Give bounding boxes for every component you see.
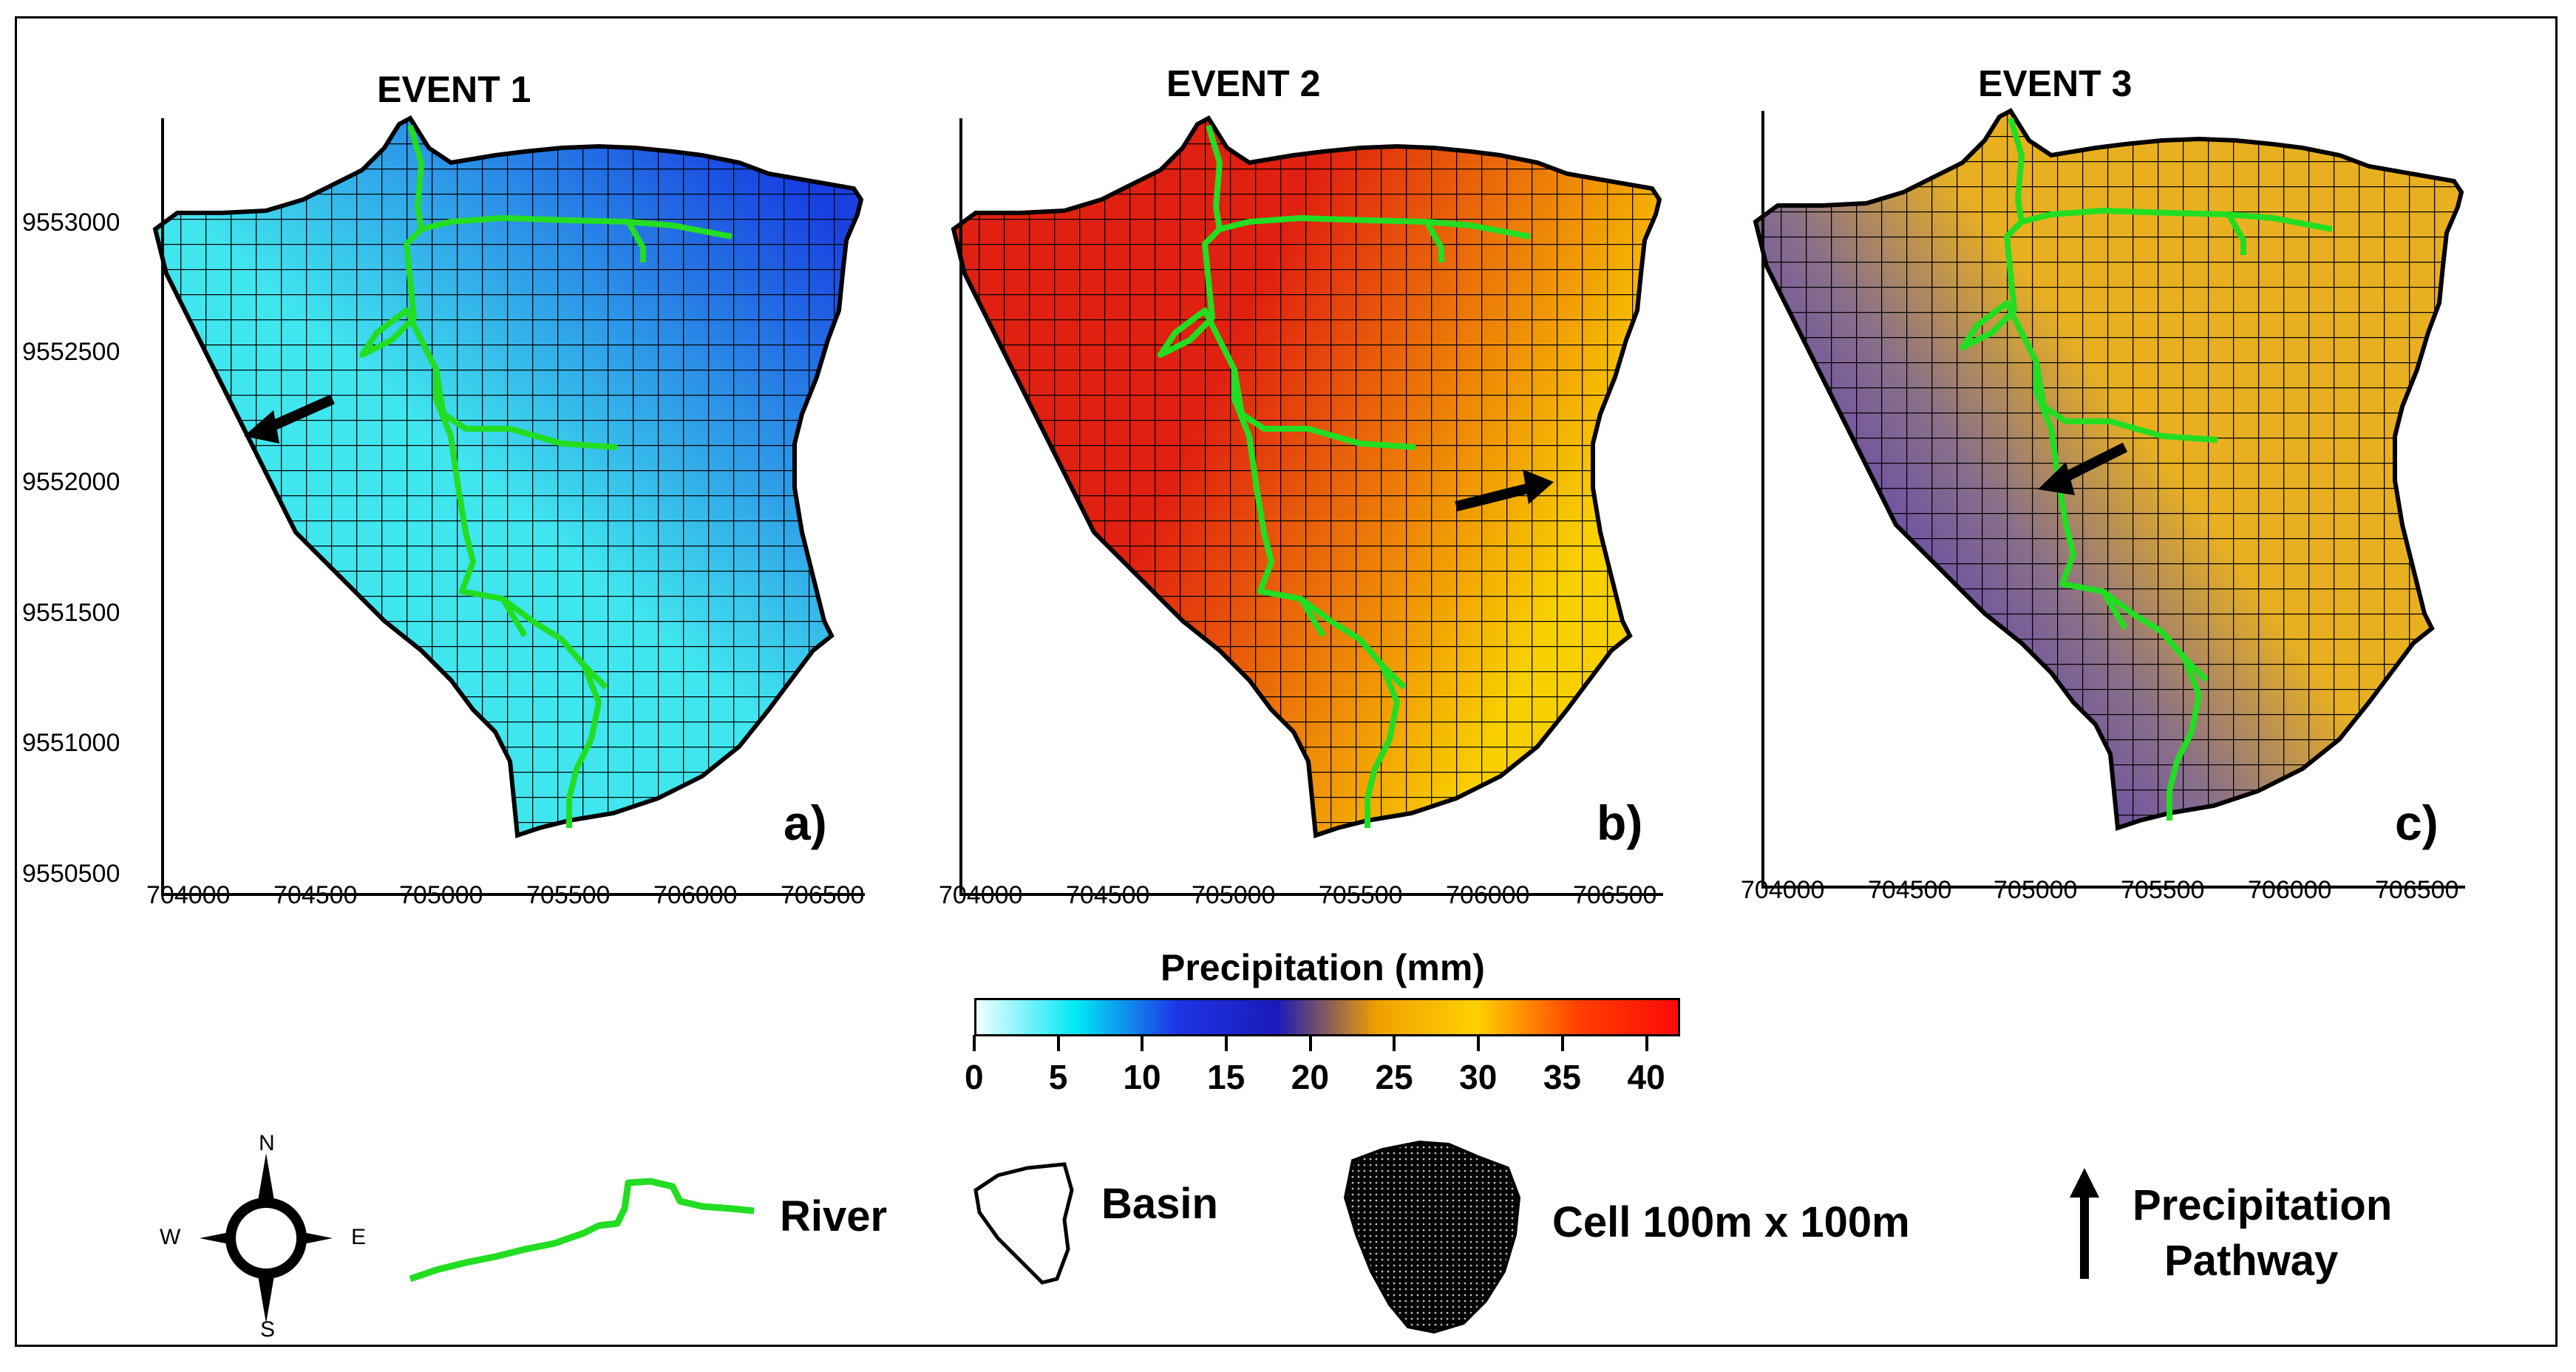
panel-label-a: a) — [784, 795, 827, 850]
compass-s: S — [260, 1317, 276, 1342]
x-tick-706000-a: 706000 — [653, 881, 738, 909]
x-tick-704000-b: 704000 — [939, 881, 1023, 909]
colorbar-tick-0: 0 — [965, 1058, 984, 1096]
colorbar-tickmark-5 — [1056, 1035, 1060, 1051]
colorbar-tick-10: 10 — [1123, 1058, 1161, 1096]
y-tick-9552500: 9552500 — [22, 338, 120, 366]
basin-legend-symbol — [973, 1162, 1074, 1285]
colorbar-tick-5: 5 — [1048, 1058, 1068, 1096]
river-b — [1158, 124, 1531, 828]
river-legend-symbol — [409, 1178, 755, 1283]
colorbar-tickmark-35 — [1560, 1035, 1564, 1051]
colorbar-tickmark-10 — [1141, 1035, 1144, 1051]
colorbar-tickmark-15 — [1225, 1035, 1228, 1051]
x-tick-706500-b: 706500 — [1573, 881, 1657, 909]
x-tick-705000-c: 705000 — [1994, 876, 2078, 904]
river-a — [359, 124, 733, 828]
x-tick-704000-a: 704000 — [146, 881, 231, 909]
pathway-legend-arrow — [2070, 1168, 2099, 1279]
legend-pathway-label-2: Pathway — [2164, 1237, 2339, 1285]
x-tick-704500-a: 704500 — [273, 881, 358, 909]
x-tick-706000-c: 706000 — [2248, 876, 2332, 904]
map-panel-b — [954, 118, 1663, 896]
pathway-arrow-b — [1455, 469, 1554, 512]
pathway-arrow-a — [244, 394, 335, 444]
panel-label-c: c) — [2395, 795, 2439, 850]
x-tick-704000-c: 704000 — [1741, 876, 1825, 904]
colorbar — [974, 998, 1680, 1036]
x-tick-705000-a: 705000 — [399, 881, 483, 909]
colorbar-tick-30: 30 — [1459, 1058, 1498, 1096]
colorbar-tick-20: 20 — [1291, 1058, 1329, 1096]
legend-cell-label: Cell 100m x 100m — [1552, 1198, 1910, 1246]
river-c — [1960, 117, 2333, 821]
colorbar-tick-40: 40 — [1627, 1058, 1665, 1096]
y-tick-9553000: 9553000 — [22, 208, 120, 237]
x-tick-705500-c: 705500 — [2121, 876, 2205, 904]
compass-rose — [200, 1153, 333, 1323]
colorbar-title: Precipitation (mm) — [1160, 947, 1485, 988]
panel-title-event-3: EVENT 3 — [1978, 63, 2132, 104]
colorbar-tick-35: 35 — [1543, 1058, 1581, 1096]
compass-n: N — [259, 1131, 275, 1155]
y-tick-9551000: 9551000 — [22, 729, 120, 757]
panel-title-event-1: EVENT 1 — [377, 69, 531, 110]
colorbar-tickmark-40 — [1645, 1035, 1648, 1051]
colorbar-tickmark-0 — [973, 1035, 976, 1051]
legend-river-label: River — [780, 1192, 888, 1240]
x-tick-704500-c: 704500 — [1868, 876, 1952, 904]
panel-label-b: b) — [1597, 795, 1643, 850]
legend-pathway-label-1: Precipitation — [2132, 1181, 2393, 1229]
pathway-arrow-c — [2038, 442, 2128, 495]
map-panel-a — [155, 118, 865, 896]
x-tick-705500-b: 705500 — [1319, 881, 1403, 909]
colorbar-tick-25: 25 — [1375, 1058, 1413, 1096]
x-tick-706500-a: 706500 — [781, 881, 865, 909]
colorbar-tickmark-20 — [1308, 1035, 1312, 1051]
x-tick-706500-c: 706500 — [2375, 876, 2459, 904]
y-tick-9552000: 9552000 — [22, 468, 120, 496]
compass-w: W — [160, 1225, 181, 1249]
legend-basin-label: Basin — [1101, 1180, 1218, 1228]
colorbar-tickmark-30 — [1477, 1035, 1481, 1051]
colorbar-tick-15: 15 — [1207, 1058, 1245, 1096]
x-tick-705000-b: 705000 — [1192, 881, 1276, 909]
x-tick-704500-b: 704500 — [1066, 881, 1150, 909]
colorbar-tickmark-25 — [1393, 1035, 1396, 1051]
x-tick-706000-b: 706000 — [1446, 881, 1530, 909]
map-panel-c — [1756, 111, 2465, 889]
x-tick-705500-a: 705500 — [526, 881, 611, 909]
y-tick-9550500: 9550500 — [22, 860, 120, 888]
panel-title-event-2: EVENT 2 — [1166, 63, 1321, 104]
compass-e: E — [351, 1225, 367, 1249]
y-tick-9551500: 9551500 — [22, 599, 120, 627]
cell-legend-symbol — [1343, 1140, 1521, 1334]
figure-frame — [15, 16, 2558, 1347]
